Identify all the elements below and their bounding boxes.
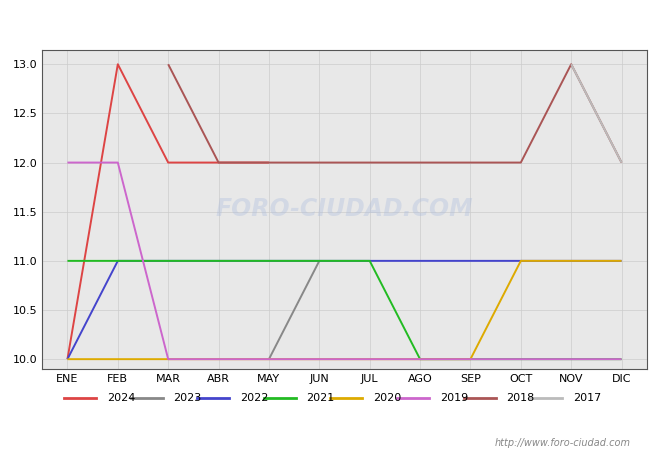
Text: Afiliados en Valdelcubo a 31/5/2024: Afiliados en Valdelcubo a 31/5/2024 [163,14,487,32]
Text: http://www.foro-ciudad.com: http://www.foro-ciudad.com [495,438,630,448]
Text: 2023: 2023 [174,393,202,403]
Text: 2018: 2018 [506,393,535,403]
Text: 2024: 2024 [107,393,135,403]
Text: 2022: 2022 [240,393,268,403]
Text: FORO-CIUDAD.COM: FORO-CIUDAD.COM [216,197,473,221]
Text: 2021: 2021 [307,393,335,403]
Text: 2019: 2019 [440,393,468,403]
Text: 2020: 2020 [373,393,402,403]
Text: 2017: 2017 [573,393,601,403]
